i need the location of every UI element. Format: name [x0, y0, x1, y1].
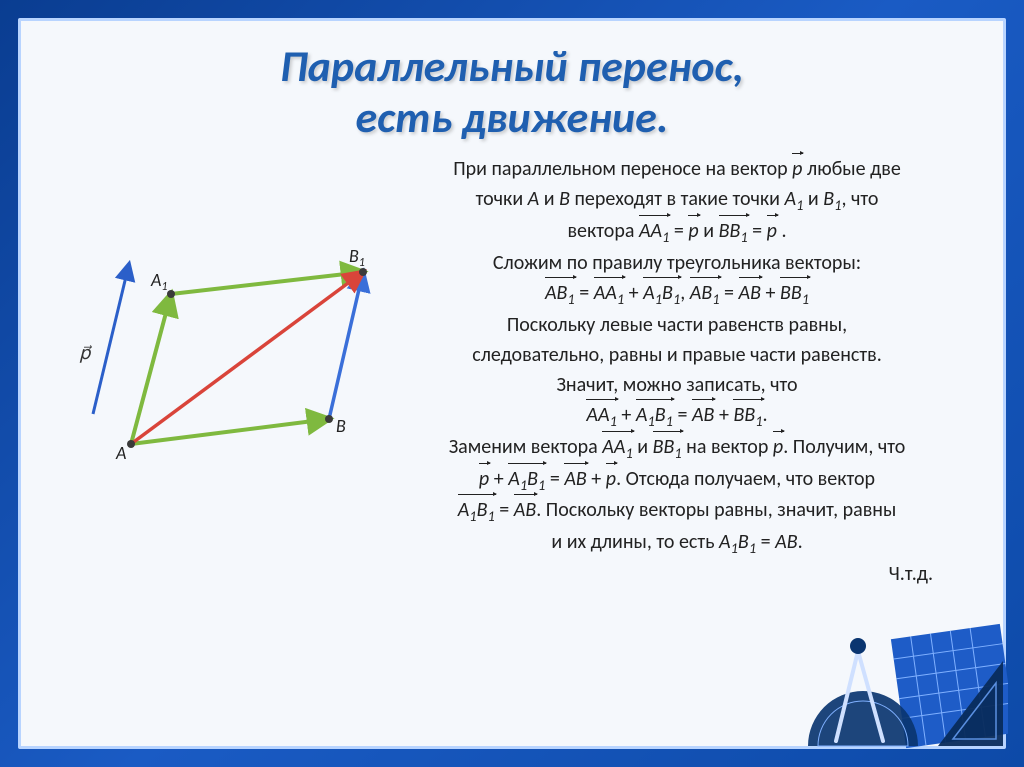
svg-text:A: A [115, 442, 126, 464]
t: и [539, 187, 559, 211]
proof-text: При параллельном переносе на вектор p лю… [381, 154, 973, 590]
t: вектора [567, 219, 638, 243]
t: на вектор [682, 435, 773, 459]
t: . Получим, что [783, 435, 905, 459]
t: p [606, 467, 616, 491]
svg-text:B: B [336, 415, 346, 437]
t: AB [564, 467, 586, 491]
t: , [680, 281, 690, 305]
t: AB [514, 498, 536, 522]
title-line2: есть движение. [356, 90, 669, 144]
t: и [633, 435, 653, 459]
t: переходят в такие точки [570, 187, 785, 211]
svg-text:p⃗: p⃗ [79, 342, 92, 364]
t: Поскольку левые части равенств равны, [381, 311, 973, 340]
t: = [575, 281, 594, 305]
t: = [669, 219, 688, 243]
t: любые две [802, 157, 900, 181]
t: = [495, 498, 514, 522]
pt-B: B [559, 187, 570, 211]
t: p [767, 219, 777, 243]
t: + [624, 281, 643, 305]
t: = [673, 403, 692, 427]
t: AB [739, 281, 761, 305]
svg-text:A1: A1 [150, 269, 168, 294]
corner-decoration-icon [788, 591, 1008, 751]
t: + [489, 467, 508, 491]
slide-frame: Параллельный перенос, есть движение. p⃗ [18, 18, 1006, 749]
title-line1: Параллельный перенос, [280, 39, 744, 93]
t: = [545, 467, 564, 491]
t: , что [841, 187, 878, 211]
vector-p [93, 264, 129, 414]
qed: Ч.т.д. [381, 560, 973, 589]
t: = [720, 281, 739, 305]
pt-A: A [528, 187, 540, 211]
t: = [756, 530, 775, 554]
slide-title: Параллельный перенос, есть движение. [51, 41, 973, 142]
t: и [699, 219, 719, 243]
t: и их длины, то есть [551, 530, 719, 554]
t: p [773, 435, 783, 459]
t: p [688, 219, 698, 243]
t: . Поскольку векторы равны, значит, равны [536, 498, 896, 522]
t: = [748, 219, 767, 243]
t: Сложим по правилу треугольника векторы: [381, 249, 973, 278]
t: точки [476, 187, 528, 211]
diagram-column: p⃗ A B A1 B1 [51, 154, 371, 590]
t: Значит, можно записать, что [381, 371, 973, 400]
vec-p: p [792, 157, 802, 181]
svg-text:B1: B1 [349, 245, 365, 270]
t: и [803, 187, 823, 211]
t: AB [775, 530, 797, 554]
t: При параллельном переносе на вектор [453, 157, 792, 181]
t: AB [692, 403, 714, 427]
t: . Отсюда получаем, что вектор [616, 467, 875, 491]
t: + [761, 281, 780, 305]
t: . [798, 530, 803, 554]
t: Заменим вектора [449, 435, 603, 459]
geometry-diagram: p⃗ A B A1 B1 [51, 214, 371, 474]
t: + [714, 403, 733, 427]
content-row: p⃗ A B A1 B1 [51, 154, 973, 590]
t: . [777, 219, 787, 243]
t: + [617, 403, 636, 427]
t: следовательно, равны и правые части раве… [381, 341, 973, 370]
t: + [587, 467, 606, 491]
t: p [479, 467, 489, 491]
